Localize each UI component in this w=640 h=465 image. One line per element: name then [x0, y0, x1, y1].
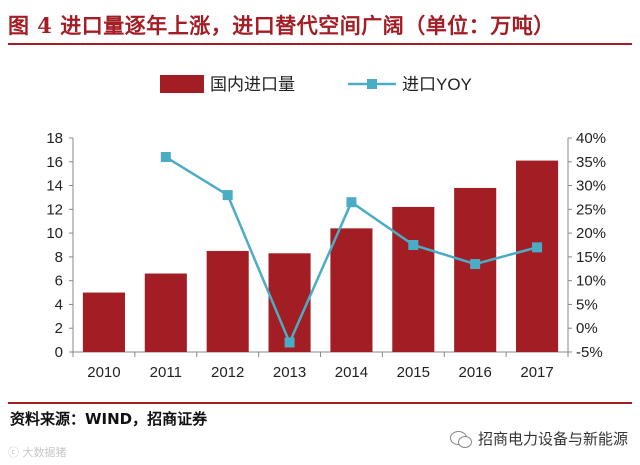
x-tick-label: 2013: [273, 364, 306, 381]
combo-chart: 0 2 4 6 8 10 12 14 16 18 -5% 0% 5% 10% 15% 20% 25% 30% 35%…: [46, 75, 606, 381]
source-note: 资料来源：WIND，招商证券: [10, 410, 208, 428]
bar: [454, 187, 497, 352]
legend-bar-swatch: [160, 75, 204, 93]
figure-title: 图 4 进口量逐年上涨，进口替代空间广阔（单位：万吨）: [8, 13, 555, 38]
wechat-icon: [449, 430, 472, 448]
bar: [392, 206, 435, 352]
bar: [330, 228, 373, 352]
left-tick-label: 0: [55, 344, 63, 361]
right-tick-label: 10%: [576, 273, 606, 290]
bar: [516, 160, 559, 352]
bar: [144, 273, 187, 352]
x-tick-label: 2015: [397, 364, 430, 381]
yoy-point: [284, 337, 295, 348]
right-tick-label: 40%: [576, 130, 606, 147]
source-divider: [8, 402, 632, 404]
figure-header: 图 4 进口量逐年上涨，进口替代空间广阔（单位：万吨）: [0, 0, 640, 46]
left-tick-label: 2: [55, 320, 63, 337]
yoy-point: [160, 152, 171, 163]
right-tick-label: 0%: [576, 320, 598, 337]
watermark-left: ⓒ 大数据猪: [8, 446, 67, 459]
left-tick-label: 4: [55, 296, 63, 313]
x-tick-label: 2016: [459, 364, 492, 381]
bar: [206, 250, 249, 352]
x-tick-label: 2014: [335, 364, 368, 381]
right-tick-label: 25%: [576, 201, 606, 218]
left-tick-label: 10: [46, 225, 63, 242]
title-divider: [8, 43, 632, 45]
left-tick-label: 14: [46, 178, 63, 195]
x-tick-label: 2017: [520, 364, 553, 381]
left-tick-label: 6: [55, 273, 63, 290]
legend-line-marker: [367, 79, 377, 89]
right-tick-label: -5%: [576, 344, 603, 361]
x-tick-label: 2012: [211, 364, 244, 381]
left-tick-label: 16: [46, 154, 63, 171]
legend-line-label: 进口YOY: [402, 75, 472, 94]
yoy-point: [470, 259, 481, 270]
right-tick-label: 15%: [576, 249, 606, 266]
bar: [82, 292, 125, 352]
watermark-right: 招商电力设备与新能源: [449, 428, 628, 449]
right-tick-label: 5%: [576, 296, 598, 313]
x-tick-label: 2011: [150, 364, 182, 381]
chart-area: 0 2 4 6 8 10 12 14 16 18 -5% 0% 5% 10% 15% 20% 25% 30% 35%…: [0, 46, 640, 400]
yoy-point: [408, 240, 419, 250]
left-tick-label: 12: [46, 201, 63, 218]
yoy-point: [222, 190, 233, 201]
right-tick-label: 20%: [576, 225, 606, 242]
left-tick-label: 8: [55, 249, 63, 266]
watermark-right-text: 招商电力设备与新能源: [477, 430, 628, 448]
bar: [268, 253, 311, 352]
right-tick-label: 35%: [576, 154, 606, 171]
left-tick-label: 18: [46, 130, 63, 147]
legend-bar-label: 国内进口量: [210, 75, 295, 94]
yoy-point: [532, 242, 543, 253]
x-tick-label: 2010: [87, 364, 120, 381]
yoy-point: [346, 197, 357, 208]
right-tick-label: 30%: [576, 178, 606, 195]
